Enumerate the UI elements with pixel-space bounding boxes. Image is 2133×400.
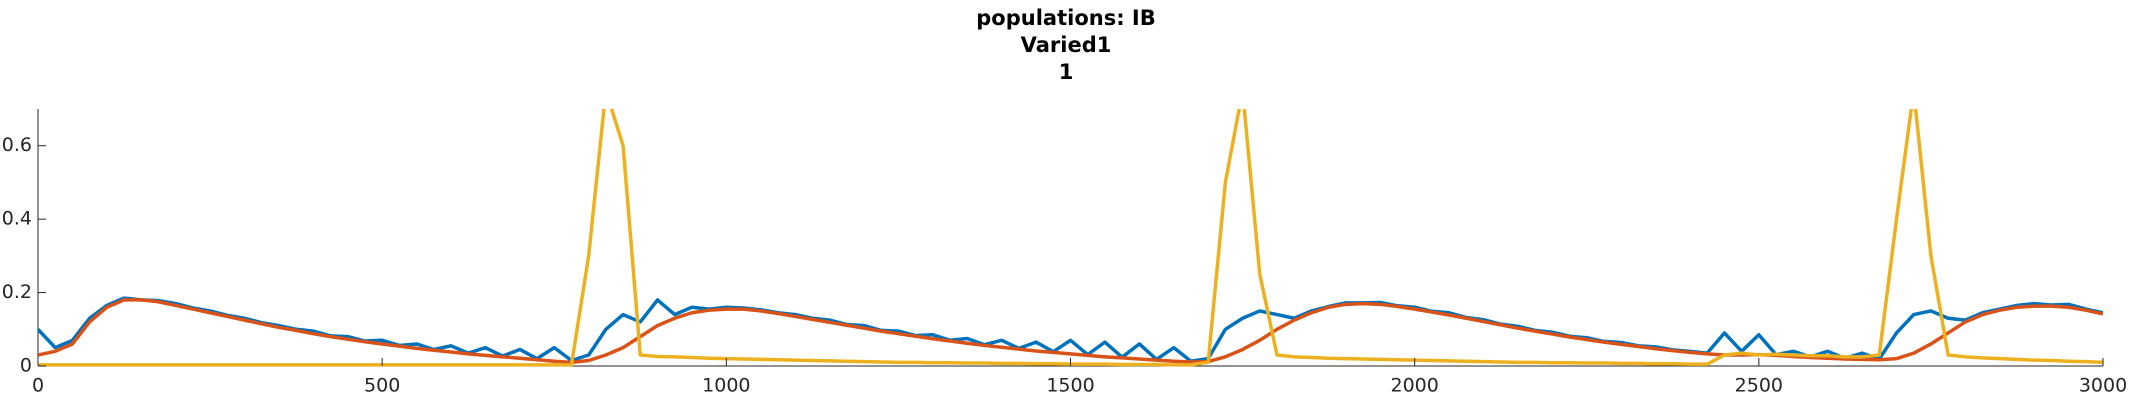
y-tick-label: 0.6 [2, 134, 32, 156]
x-tick-label: 2500 [1735, 375, 1783, 397]
series-line [38, 109, 2103, 367]
x-tick-label: 3000 [2079, 375, 2127, 397]
chart-subtitle: 1 [1059, 60, 1074, 84]
chart-title: populations: IB [976, 6, 1155, 30]
series-line [38, 296, 2103, 363]
y-tick-label: 0.4 [2, 208, 32, 230]
plot-area [38, 109, 2103, 367]
x-tick-label: 1000 [702, 375, 750, 397]
y-tick-label: 0 [20, 355, 32, 377]
y-tick-label: 0.2 [2, 281, 32, 303]
x-tick-label: 2000 [1390, 375, 1438, 397]
x-tick-label: 1500 [1046, 375, 1094, 397]
x-tick-label: 500 [364, 375, 400, 397]
x-tick-label: 0 [32, 375, 44, 397]
chart-subtitle: Varied1 [1021, 33, 1112, 57]
